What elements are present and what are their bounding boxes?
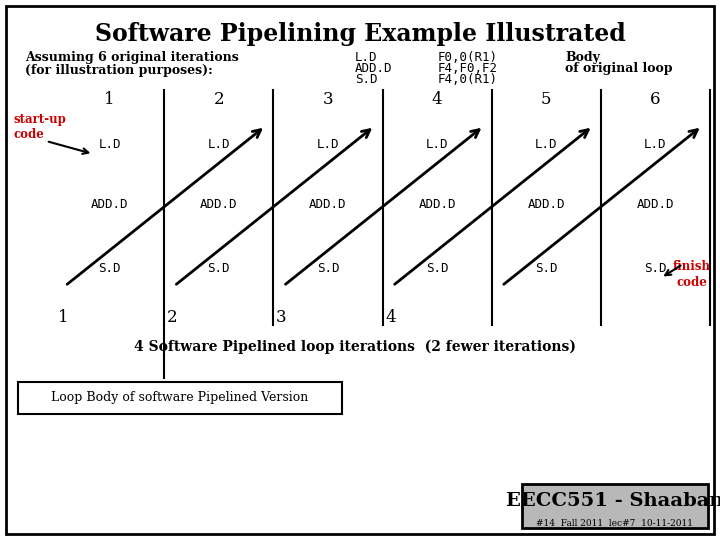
Text: Software Pipelining Example Illustrated: Software Pipelining Example Illustrated: [94, 22, 626, 46]
Text: L.D: L.D: [317, 138, 339, 151]
Text: ADD.D: ADD.D: [355, 62, 392, 75]
Text: ADD.D: ADD.D: [309, 199, 346, 212]
Text: S.D: S.D: [644, 261, 667, 274]
Text: ADD.D: ADD.D: [418, 199, 456, 212]
Text: L.D: L.D: [99, 138, 121, 151]
Text: L.D: L.D: [355, 51, 377, 64]
Text: 2: 2: [213, 91, 224, 107]
Text: 2: 2: [167, 309, 177, 327]
Text: ADD.D: ADD.D: [91, 199, 128, 212]
Text: Loop Body of software Pipelined Version: Loop Body of software Pipelined Version: [51, 392, 309, 404]
Text: 5: 5: [541, 91, 552, 107]
Text: ADD.D: ADD.D: [636, 199, 674, 212]
FancyBboxPatch shape: [6, 6, 714, 534]
Text: ADD.D: ADD.D: [200, 199, 238, 212]
Text: 4 Software Pipelined loop iterations  (2 fewer iterations): 4 Software Pipelined loop iterations (2 …: [134, 340, 576, 354]
Text: S.D: S.D: [99, 261, 121, 274]
Text: L.D: L.D: [207, 138, 230, 151]
Text: S.D: S.D: [535, 261, 557, 274]
FancyBboxPatch shape: [18, 382, 342, 414]
Text: F4,0(R1): F4,0(R1): [438, 73, 498, 86]
Text: S.D: S.D: [207, 261, 230, 274]
Text: L.D: L.D: [644, 138, 667, 151]
Text: F0,0(R1): F0,0(R1): [438, 51, 498, 64]
Text: 4: 4: [385, 309, 396, 327]
Text: L.D: L.D: [535, 138, 557, 151]
Text: L.D: L.D: [426, 138, 449, 151]
Text: 6: 6: [650, 91, 661, 107]
Text: Assuming 6 original iterations: Assuming 6 original iterations: [25, 51, 239, 64]
Text: #14  Fall 2011  lec#7  10-11-2011: #14 Fall 2011 lec#7 10-11-2011: [536, 519, 693, 529]
Text: of original loop: of original loop: [565, 62, 672, 75]
Text: EECC551 - Shaaban: EECC551 - Shaaban: [506, 492, 720, 510]
Text: ADD.D: ADD.D: [528, 199, 565, 212]
Text: Body: Body: [565, 51, 600, 64]
Text: start-up
code: start-up code: [14, 112, 67, 141]
Text: 4: 4: [432, 91, 442, 107]
Text: 3: 3: [276, 309, 287, 327]
Text: F4,F0,F2: F4,F0,F2: [438, 62, 498, 75]
Text: S.D: S.D: [426, 261, 449, 274]
Text: (for illustration purposes):: (for illustration purposes):: [25, 64, 212, 77]
Text: 1: 1: [104, 91, 115, 107]
Text: 3: 3: [323, 91, 333, 107]
Text: 1: 1: [58, 309, 68, 327]
Text: S.D: S.D: [355, 73, 377, 86]
Text: S.D: S.D: [317, 261, 339, 274]
Text: finish
code: finish code: [673, 260, 711, 289]
FancyBboxPatch shape: [522, 484, 708, 528]
